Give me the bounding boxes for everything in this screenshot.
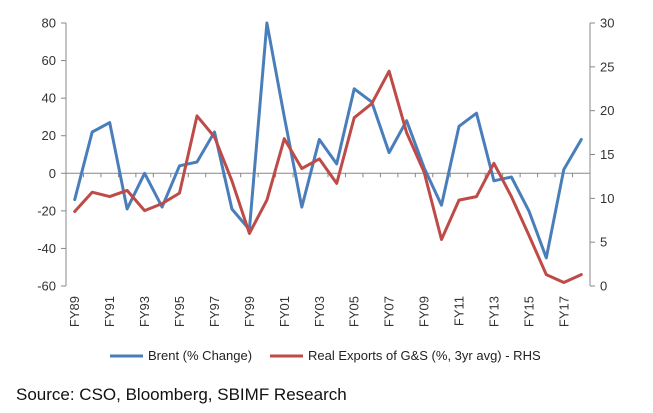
y-left-tick-label: 80 xyxy=(42,16,56,31)
legend: Brent (% Change) Real Exports of G&S (%,… xyxy=(110,348,541,363)
y-right-tick-label: 30 xyxy=(600,16,614,31)
legend-label-brent: Brent (% Change) xyxy=(148,348,252,363)
x-tick-label: FY07 xyxy=(382,296,397,327)
x-tick-label: FY99 xyxy=(242,296,257,327)
y-right-tick-label: 15 xyxy=(600,147,614,162)
x-tick-label: FY97 xyxy=(207,296,222,327)
x-tick-label: FY93 xyxy=(137,296,152,327)
x-tick-label: FY91 xyxy=(102,296,117,327)
x-tick-label: FY13 xyxy=(486,296,501,327)
x-tick-label: FY03 xyxy=(312,296,327,327)
plot-lines xyxy=(73,21,583,284)
y-right-tick-label: 25 xyxy=(600,59,614,74)
y-left-tick-label: 0 xyxy=(49,166,56,181)
axes: 80 60 40 20 0 -20 -40 -60 30 25 20 15 10 5 0 FY89 FY91 FY… xyxy=(37,16,614,328)
x-tick-label: FY17 xyxy=(556,296,571,327)
legend-label-exports: Real Exports of G&S (%, 3yr avg) - RHS xyxy=(308,348,541,363)
y-left-tick-label: -20 xyxy=(37,203,56,218)
x-tick-label: FY05 xyxy=(347,296,362,327)
series-line-exports xyxy=(73,69,583,284)
y-left-tick-label: -40 xyxy=(37,241,56,256)
y-left-tick-label: 60 xyxy=(42,53,56,68)
y-left-tick-label: -60 xyxy=(37,279,56,294)
y-right-tick-label: 20 xyxy=(600,103,614,118)
x-tick-label: FY01 xyxy=(277,296,292,327)
y-right-tick-label: 5 xyxy=(600,235,607,250)
x-tick-label: FY09 xyxy=(417,296,432,327)
x-tick-label: FY89 xyxy=(67,296,82,327)
series-line-brent xyxy=(73,21,583,260)
y-right-tick-label: 10 xyxy=(600,191,614,206)
y-left-tick-label: 20 xyxy=(42,128,56,143)
x-tick-label: FY11 xyxy=(452,296,467,326)
y-right-tick-label: 0 xyxy=(600,279,607,294)
x-tick-label: FY15 xyxy=(521,296,536,327)
source-note: Source: CSO, Bloomberg, SBIMF Research xyxy=(16,385,347,404)
y-left-tick-label: 40 xyxy=(42,91,56,106)
x-tick-label: FY95 xyxy=(172,296,187,327)
